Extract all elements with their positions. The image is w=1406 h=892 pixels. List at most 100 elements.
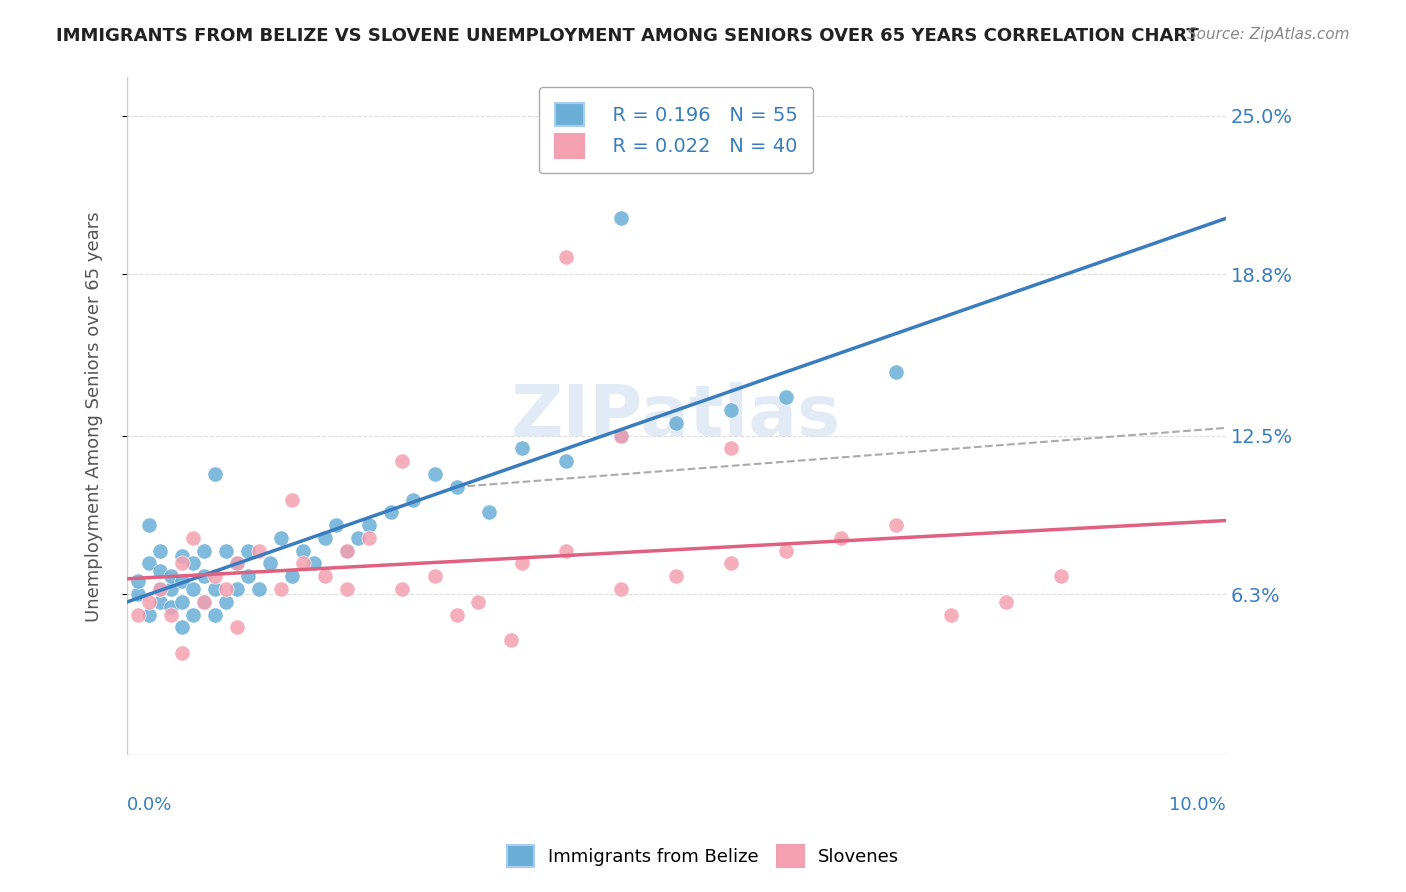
Point: [501, 633, 523, 648]
Legend: Immigrants from Belize, Slovenes: Immigrants from Belize, Slovenes: [499, 838, 907, 874]
Point: [302, 557, 325, 571]
Point: [610, 582, 633, 596]
Point: [720, 557, 742, 571]
Point: [247, 543, 270, 558]
Point: [149, 582, 172, 596]
Point: [215, 595, 238, 609]
Point: [555, 250, 578, 264]
Point: [170, 549, 193, 563]
Point: [357, 518, 380, 533]
Point: [181, 557, 204, 571]
Point: [1049, 569, 1071, 583]
Point: [720, 442, 742, 456]
Point: [160, 569, 183, 583]
Point: [149, 564, 172, 578]
Point: [170, 595, 193, 609]
Text: 10.0%: 10.0%: [1168, 796, 1226, 814]
Point: [204, 607, 226, 622]
Point: [225, 557, 247, 571]
Point: [160, 599, 183, 614]
Text: IMMIGRANTS FROM BELIZE VS SLOVENE UNEMPLOYMENT AMONG SENIORS OVER 65 YEARS CORRE: IMMIGRANTS FROM BELIZE VS SLOVENE UNEMPL…: [56, 27, 1199, 45]
Y-axis label: Unemployment Among Seniors over 65 years: Unemployment Among Seniors over 65 years: [86, 211, 103, 622]
Point: [423, 569, 446, 583]
Point: [247, 582, 270, 596]
Point: [325, 518, 347, 533]
Point: [391, 582, 413, 596]
Point: [259, 557, 281, 571]
Point: [939, 607, 962, 622]
Text: 0.0%: 0.0%: [127, 796, 173, 814]
Point: [215, 582, 238, 596]
Point: [193, 595, 215, 609]
Point: [225, 620, 247, 634]
Point: [775, 543, 797, 558]
Point: [467, 595, 489, 609]
Point: [160, 607, 183, 622]
Point: [380, 505, 402, 519]
Point: [314, 531, 336, 545]
Point: [665, 569, 688, 583]
Point: [270, 531, 292, 545]
Point: [555, 454, 578, 468]
Point: [225, 557, 247, 571]
Point: [346, 531, 368, 545]
Point: [225, 582, 247, 596]
Point: [149, 543, 172, 558]
Point: [391, 454, 413, 468]
Point: [401, 492, 423, 507]
Point: [170, 557, 193, 571]
Point: [280, 569, 302, 583]
Point: [160, 582, 183, 596]
Point: [138, 595, 160, 609]
Point: [665, 416, 688, 430]
Point: [720, 403, 742, 417]
Point: [280, 492, 302, 507]
Point: [181, 531, 204, 545]
Point: [555, 543, 578, 558]
Point: [610, 428, 633, 442]
Point: [193, 543, 215, 558]
Point: [170, 574, 193, 589]
Text: ZIPatlas: ZIPatlas: [512, 382, 841, 450]
Point: [336, 543, 359, 558]
Point: [170, 620, 193, 634]
Point: [830, 531, 852, 545]
Point: [127, 607, 149, 622]
Point: [138, 607, 160, 622]
Text: Source: ZipAtlas.com: Source: ZipAtlas.com: [1187, 27, 1350, 42]
Point: [204, 467, 226, 481]
Point: [127, 574, 149, 589]
Point: [357, 531, 380, 545]
Point: [512, 557, 534, 571]
Point: [204, 582, 226, 596]
Point: [336, 582, 359, 596]
Point: [291, 557, 314, 571]
Point: [610, 211, 633, 226]
Point: [884, 518, 907, 533]
Point: [181, 582, 204, 596]
Point: [236, 569, 259, 583]
Point: [446, 607, 468, 622]
Point: [149, 582, 172, 596]
Point: [170, 646, 193, 660]
Point: [478, 505, 501, 519]
Point: [204, 569, 226, 583]
Point: [610, 428, 633, 442]
Point: [270, 582, 292, 596]
Point: [884, 365, 907, 379]
Point: [215, 543, 238, 558]
Point: [512, 442, 534, 456]
Point: [181, 607, 204, 622]
Point: [138, 518, 160, 533]
Point: [775, 390, 797, 404]
Point: [994, 595, 1017, 609]
Legend:   R = 0.196   N = 55,   R = 0.022   N = 40: R = 0.196 N = 55, R = 0.022 N = 40: [540, 87, 813, 174]
Point: [138, 557, 160, 571]
Point: [314, 569, 336, 583]
Point: [291, 543, 314, 558]
Point: [127, 587, 149, 601]
Point: [193, 569, 215, 583]
Point: [446, 480, 468, 494]
Point: [193, 595, 215, 609]
Point: [423, 467, 446, 481]
